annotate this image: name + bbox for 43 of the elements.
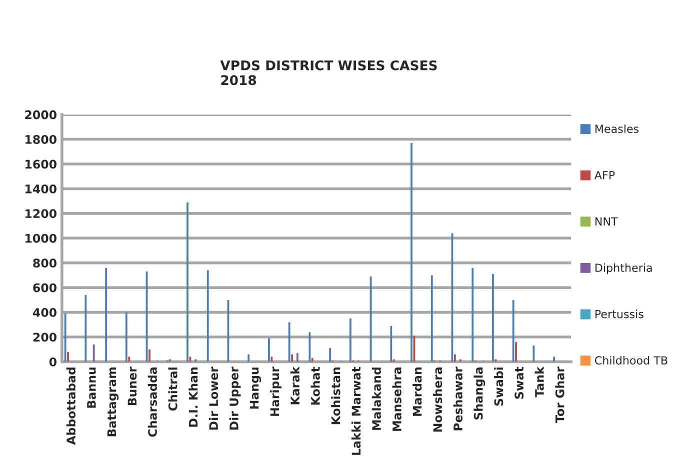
x-tick-label: Dir Lower xyxy=(208,366,218,430)
x-tick-label: Haripur xyxy=(270,366,282,416)
legend-label: Childhood TB xyxy=(594,356,668,365)
y-tick-label: 0 xyxy=(49,357,56,366)
y-tick-label: 1000 xyxy=(26,234,56,243)
x-tick-label: Nowshera xyxy=(432,368,442,432)
chart-title: VPDS DISTRICT WISES CASES 2018 xyxy=(220,60,437,86)
x-tick-label: D.I. Khan xyxy=(188,368,198,427)
x-tick-label: Abbottabad xyxy=(66,368,76,445)
x-tick-label: Buner xyxy=(128,366,137,406)
x-tick-label: Swat xyxy=(514,366,524,399)
x-tick-label: Bannu xyxy=(87,368,96,408)
x-tick-label: Battagram xyxy=(107,368,119,436)
legend-label: NNT xyxy=(595,217,618,226)
y-tick-label: 800 xyxy=(33,258,56,268)
x-tick-label: Tor Ghar xyxy=(555,366,564,423)
y-tick-label: 1600 xyxy=(26,160,56,169)
x-tick-label: Malakand xyxy=(372,368,381,430)
x-tick-label: Chitral xyxy=(168,368,178,411)
x-tick-label: Lakki Marwat xyxy=(351,366,361,455)
legend-label: AFP xyxy=(594,171,615,180)
x-tick-label: Hangu xyxy=(250,368,262,409)
y-tick-label: 2000 xyxy=(25,110,56,120)
y-tick-label: 1200 xyxy=(26,209,56,218)
y-tick-label: 1400 xyxy=(26,184,56,194)
legend-label: Diphtheria xyxy=(595,263,652,274)
y-tick-label: 200 xyxy=(33,332,56,342)
x-tick-label: Dir Upper xyxy=(229,366,241,430)
x-tick-label: Peshawar xyxy=(453,366,462,430)
x-tick-label: Kohat xyxy=(310,366,320,405)
x-tick-label: Mansehra xyxy=(392,368,402,431)
x-tick-label: Tank xyxy=(534,366,544,398)
x-tick-label: Karak xyxy=(290,366,300,404)
y-tick-label: 400 xyxy=(32,308,56,317)
x-tick-label: Swabi xyxy=(494,368,504,406)
legend-label: Pertussis xyxy=(595,310,644,318)
y-tick-label: 1800 xyxy=(26,135,56,144)
y-tick-label: 600 xyxy=(33,283,56,292)
x-tick-label: Kohistan xyxy=(331,368,340,424)
x-tick-label: Mardan xyxy=(412,368,422,416)
legend-label: Measles xyxy=(595,124,639,134)
x-tick-label: Charsadda xyxy=(148,368,157,437)
x-tick-label: Shangla xyxy=(474,368,486,420)
